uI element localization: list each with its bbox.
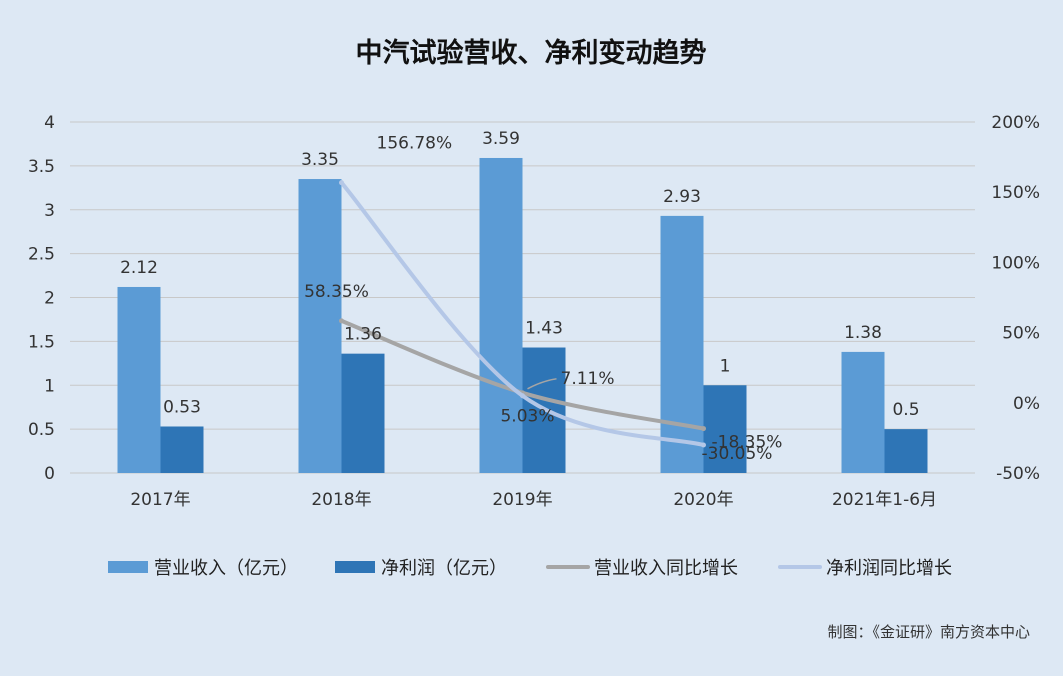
right-tick-label: 200% — [991, 113, 1040, 133]
bars — [117, 157, 928, 474]
axis-ticks: 0 0.5 1 1.5 2 2.5 3 3.5 4 -50% 0% 50% 100% 150% 200% 20… — [28, 113, 1040, 510]
bar-data-label: 3.35 — [301, 150, 339, 170]
left-tick-label: 0 — [44, 464, 55, 484]
bar — [341, 353, 385, 473]
left-tick-label: 1.5 — [28, 332, 55, 352]
bar — [884, 429, 928, 473]
line-data-label: 7.11% — [561, 369, 615, 389]
bar — [298, 179, 342, 473]
lines — [339, 180, 706, 448]
line-data-label: -30.05% — [702, 444, 773, 464]
x-tick-label: 2019年 — [492, 490, 552, 510]
right-tick-label: -50% — [996, 464, 1040, 484]
bar-data-label: 2.12 — [120, 258, 158, 278]
bar-data-label: 1.38 — [844, 323, 882, 343]
bar-data-label: 0.5 — [892, 400, 919, 420]
line-data-label: 5.03% — [500, 407, 554, 427]
left-tick-label: 3 — [44, 201, 55, 221]
right-tick-label: 150% — [991, 183, 1040, 203]
x-tick-label: 2020年 — [673, 490, 733, 510]
line-data-label: -18.35% — [712, 433, 783, 453]
left-tick-label: 2 — [44, 289, 55, 309]
line-point — [701, 426, 706, 432]
x-tick-label: 2018年 — [311, 490, 371, 510]
line-point — [520, 393, 525, 399]
left-tick-label: 0.5 — [28, 420, 55, 440]
right-tick-label: 100% — [991, 253, 1040, 273]
legend-entry: 净利润同比增长 — [826, 558, 952, 579]
bar — [479, 157, 523, 474]
line-point — [339, 180, 344, 186]
left-tick-label: 1 — [44, 376, 55, 396]
right-tick-label: 50% — [1002, 324, 1040, 344]
bar-data-label: 1.43 — [525, 319, 563, 339]
legend-swatch — [108, 561, 148, 573]
x-tick-label: 2017年 — [130, 490, 190, 510]
bar-data-label: 2.93 — [663, 187, 701, 207]
legend: 营业收入（亿元） 净利润（亿元） 营业收入同比增长 净利润同比增长 — [108, 558, 952, 579]
x-tick-label: 2021年1-6月 — [832, 490, 937, 510]
bar-data-label: 0.53 — [163, 397, 201, 417]
source-credit: 制图：《金证研》南方资本中心 — [827, 623, 1030, 641]
legend-entry: 营业收入同比增长 — [594, 558, 738, 579]
line-data-label: 156.78% — [377, 134, 453, 154]
bar-data-label: 1 — [720, 356, 731, 376]
label-leader-line — [527, 378, 557, 390]
legend-entry: 营业收入（亿元） — [154, 558, 298, 579]
legend-entry: 净利润（亿元） — [381, 558, 507, 579]
chart-title: 中汽试验营收、净利变动趋势 — [356, 37, 707, 69]
left-tick-label: 3.5 — [28, 157, 55, 177]
bar — [160, 426, 204, 473]
bar — [117, 286, 161, 473]
left-tick-label: 2.5 — [28, 245, 55, 265]
bar-data-label: 1.36 — [344, 325, 382, 345]
right-tick-label: 0% — [1013, 394, 1040, 414]
line-point — [339, 318, 344, 324]
line-point — [701, 442, 706, 448]
bar — [660, 215, 704, 473]
bar-data-label: 3.59 — [482, 129, 520, 149]
line-data-label: 58.35% — [304, 282, 369, 302]
data-labels: 2.12 3.35 3.59 2.93 1.38 0.53 1.36 1.43 1 0.5 58.3… — [120, 129, 919, 464]
bar — [703, 385, 747, 473]
left-tick-label: 4 — [44, 113, 55, 133]
legend-swatch — [335, 561, 375, 573]
bar — [841, 351, 885, 473]
